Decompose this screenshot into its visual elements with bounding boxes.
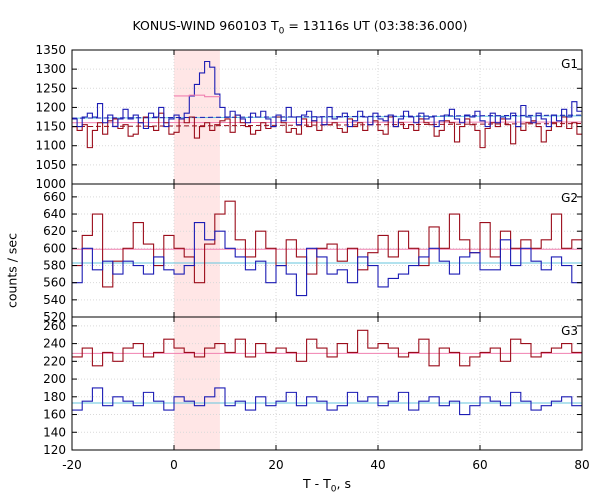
chart-title: KONUS-WIND 960103 T0 = 13116s UT (03:38:… xyxy=(0,18,600,37)
chart-title-suffix: = 13116s UT (03:38:36.000) xyxy=(284,18,468,33)
x-tick-label: 60 xyxy=(472,458,487,472)
series-g3-blue xyxy=(72,387,582,416)
panel-label-g1: G1 xyxy=(561,57,578,71)
y-tick-label: 220 xyxy=(43,354,66,368)
y-tick-label: 200 xyxy=(43,372,66,386)
x-tick-label: 40 xyxy=(370,458,385,472)
series-g2-dark_red xyxy=(72,200,582,288)
grid-g2 xyxy=(72,184,582,317)
x-axis-label-subscript: 0 xyxy=(330,484,337,495)
x-axis-label-suffix: , s xyxy=(336,476,351,491)
panel-g1: 1000 1050 1100 1150 1200 1250 1300 1350 G1 xyxy=(35,43,583,191)
y-tick-label: 600 xyxy=(43,241,66,255)
y-tick-label: 1350 xyxy=(35,43,66,57)
x-tick-label: 80 xyxy=(574,458,589,472)
series-g2-blue xyxy=(72,222,582,297)
x-tick-label: 20 xyxy=(268,458,283,472)
x-tick-label: -20 xyxy=(62,458,82,472)
series-g1-blue xyxy=(72,60,582,130)
y-tick-label: 1150 xyxy=(35,120,66,134)
panel-frame-g3 xyxy=(71,316,583,451)
y-tick-label: 260 xyxy=(43,319,66,333)
y-tick-label: 180 xyxy=(43,390,66,404)
y-tick-label: 1000 xyxy=(35,177,66,191)
y-tick-label: 1050 xyxy=(35,158,66,172)
y-tick-label: 1100 xyxy=(35,139,66,153)
y-tick-label: 520 xyxy=(43,310,66,324)
y-tick-label: 140 xyxy=(43,425,66,439)
panel-g3: 120 140 160 180 200 220 240 260 G3 xyxy=(43,316,583,457)
x-axis-label-prefix: T - T xyxy=(303,476,331,491)
background-level-g1-1 xyxy=(71,114,583,119)
background-level-g1-2 xyxy=(71,123,583,128)
series-g3-dark_red xyxy=(72,329,582,367)
chart-title-prefix: KONUS-WIND 960103 T xyxy=(132,18,279,33)
y-tick-label: 240 xyxy=(43,337,66,351)
y-tick-label: 620 xyxy=(43,224,66,238)
y-axis-label: counts / sec xyxy=(4,233,20,309)
y-tick-label: 1300 xyxy=(35,62,66,76)
x-tick-label: 0 xyxy=(170,458,178,472)
panel-g2: 520 540 560 580 600 620 640 660 G2 xyxy=(43,183,583,324)
y-tick-label: 540 xyxy=(43,293,66,307)
y-tick-label: 660 xyxy=(43,190,66,204)
panel-label-g3: G3 xyxy=(561,324,578,338)
panel-label-g2: G2 xyxy=(561,191,578,205)
highlight-band-g2 xyxy=(174,184,220,317)
highlight-band-g3 xyxy=(174,317,220,450)
y-tick-label: 560 xyxy=(43,276,66,290)
chart-title-subscript: 0 xyxy=(278,26,285,37)
series-g1-pink xyxy=(174,94,220,98)
y-tick-label: 1200 xyxy=(35,100,66,114)
y-tick-label: 580 xyxy=(43,259,66,273)
y-tick-label: 160 xyxy=(43,408,66,422)
y-tick-label: 1250 xyxy=(35,81,66,95)
y-tick-label: 120 xyxy=(43,443,66,457)
panel-frame-g2 xyxy=(71,183,583,318)
y-tick-label: 640 xyxy=(43,207,66,221)
x-axis-label: T - T0, s xyxy=(72,476,582,495)
grid-g3 xyxy=(72,317,582,450)
